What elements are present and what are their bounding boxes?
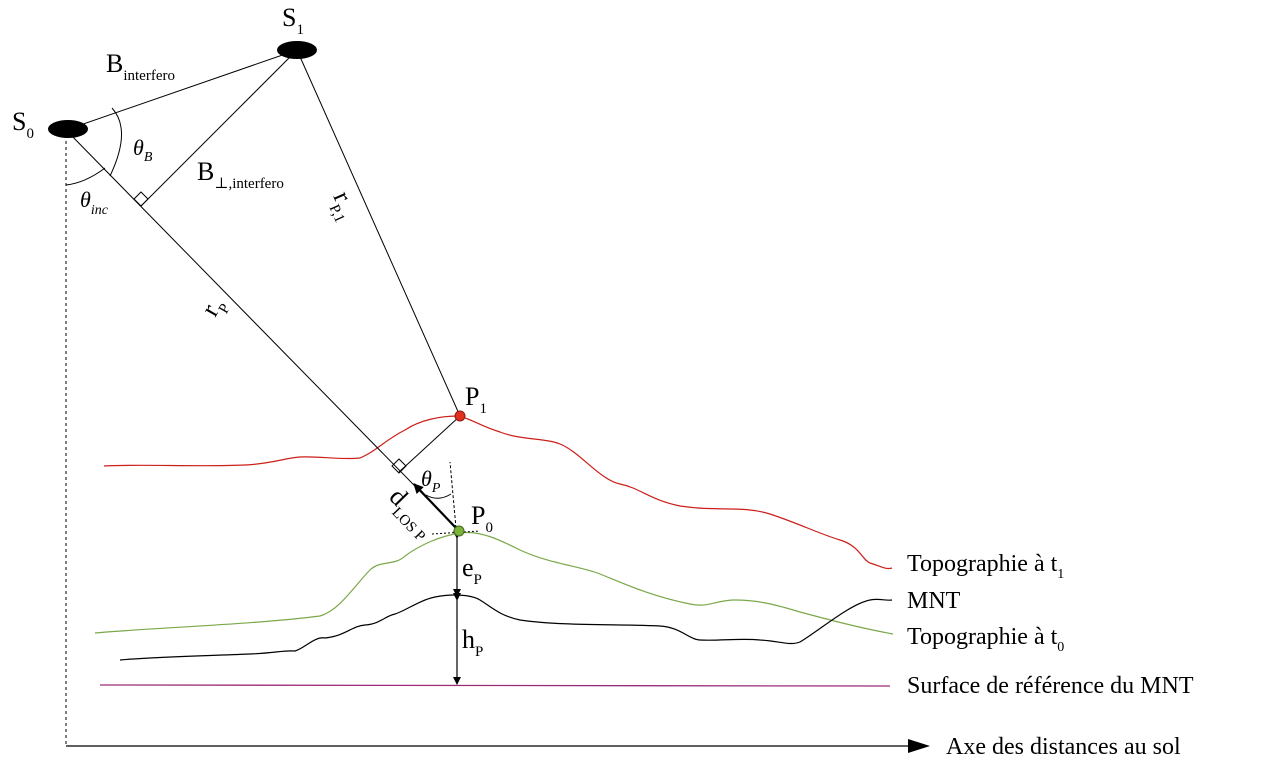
reference-surface-line: [100, 685, 890, 686]
theta-inc-arc: [66, 168, 105, 185]
los-s1-line: [297, 50, 460, 416]
point-p0-marker: [454, 526, 464, 536]
satellite-s0-icon: [48, 120, 88, 138]
point-p1-marker: [455, 411, 465, 421]
right-angle-marker-top: [134, 192, 148, 206]
right-angle-marker-bottom: [392, 459, 406, 473]
svg-text:rP: rP: [195, 292, 234, 324]
svg-text:rP,1: rP,1: [322, 187, 365, 226]
s0-label: S0: [12, 107, 34, 142]
baseline-label: Binterfero: [106, 49, 175, 84]
satellite-s1-icon: [277, 41, 317, 59]
theta-inc-label: θinc: [80, 187, 109, 218]
p1-label: P1: [465, 382, 487, 417]
r-p-label: rP: [195, 292, 234, 324]
h-p-label: hP: [462, 625, 483, 660]
theta-p-label: θP: [421, 466, 441, 496]
topography-t0-curve: [95, 532, 893, 634]
p0-label: P0: [471, 501, 493, 536]
s1-label: S1: [282, 3, 304, 38]
theta-b-arc: [110, 108, 122, 176]
legend-topo-t0: Topographie à t0: [907, 624, 1064, 655]
baseline-perp-label: B⊥,interfero: [197, 157, 284, 192]
r-p1-label: rP,1: [322, 187, 365, 226]
topography-t1-curve: [104, 416, 892, 569]
legend-reference-surface: Surface de référence du MNT: [907, 673, 1194, 699]
e-p-label: eP: [462, 553, 482, 588]
axis-label: Axe des distances au sol: [946, 734, 1181, 760]
legend-topo-t1: Topographie à t1: [907, 551, 1064, 582]
p1-projection-line: [399, 416, 460, 472]
axis-arrow-icon: [908, 739, 930, 753]
theta-b-label: θB: [133, 135, 153, 165]
legend-mnt: MNT: [907, 588, 961, 614]
interferometric-baseline: [66, 50, 297, 130]
p0-normal-dashed: [450, 462, 456, 528]
